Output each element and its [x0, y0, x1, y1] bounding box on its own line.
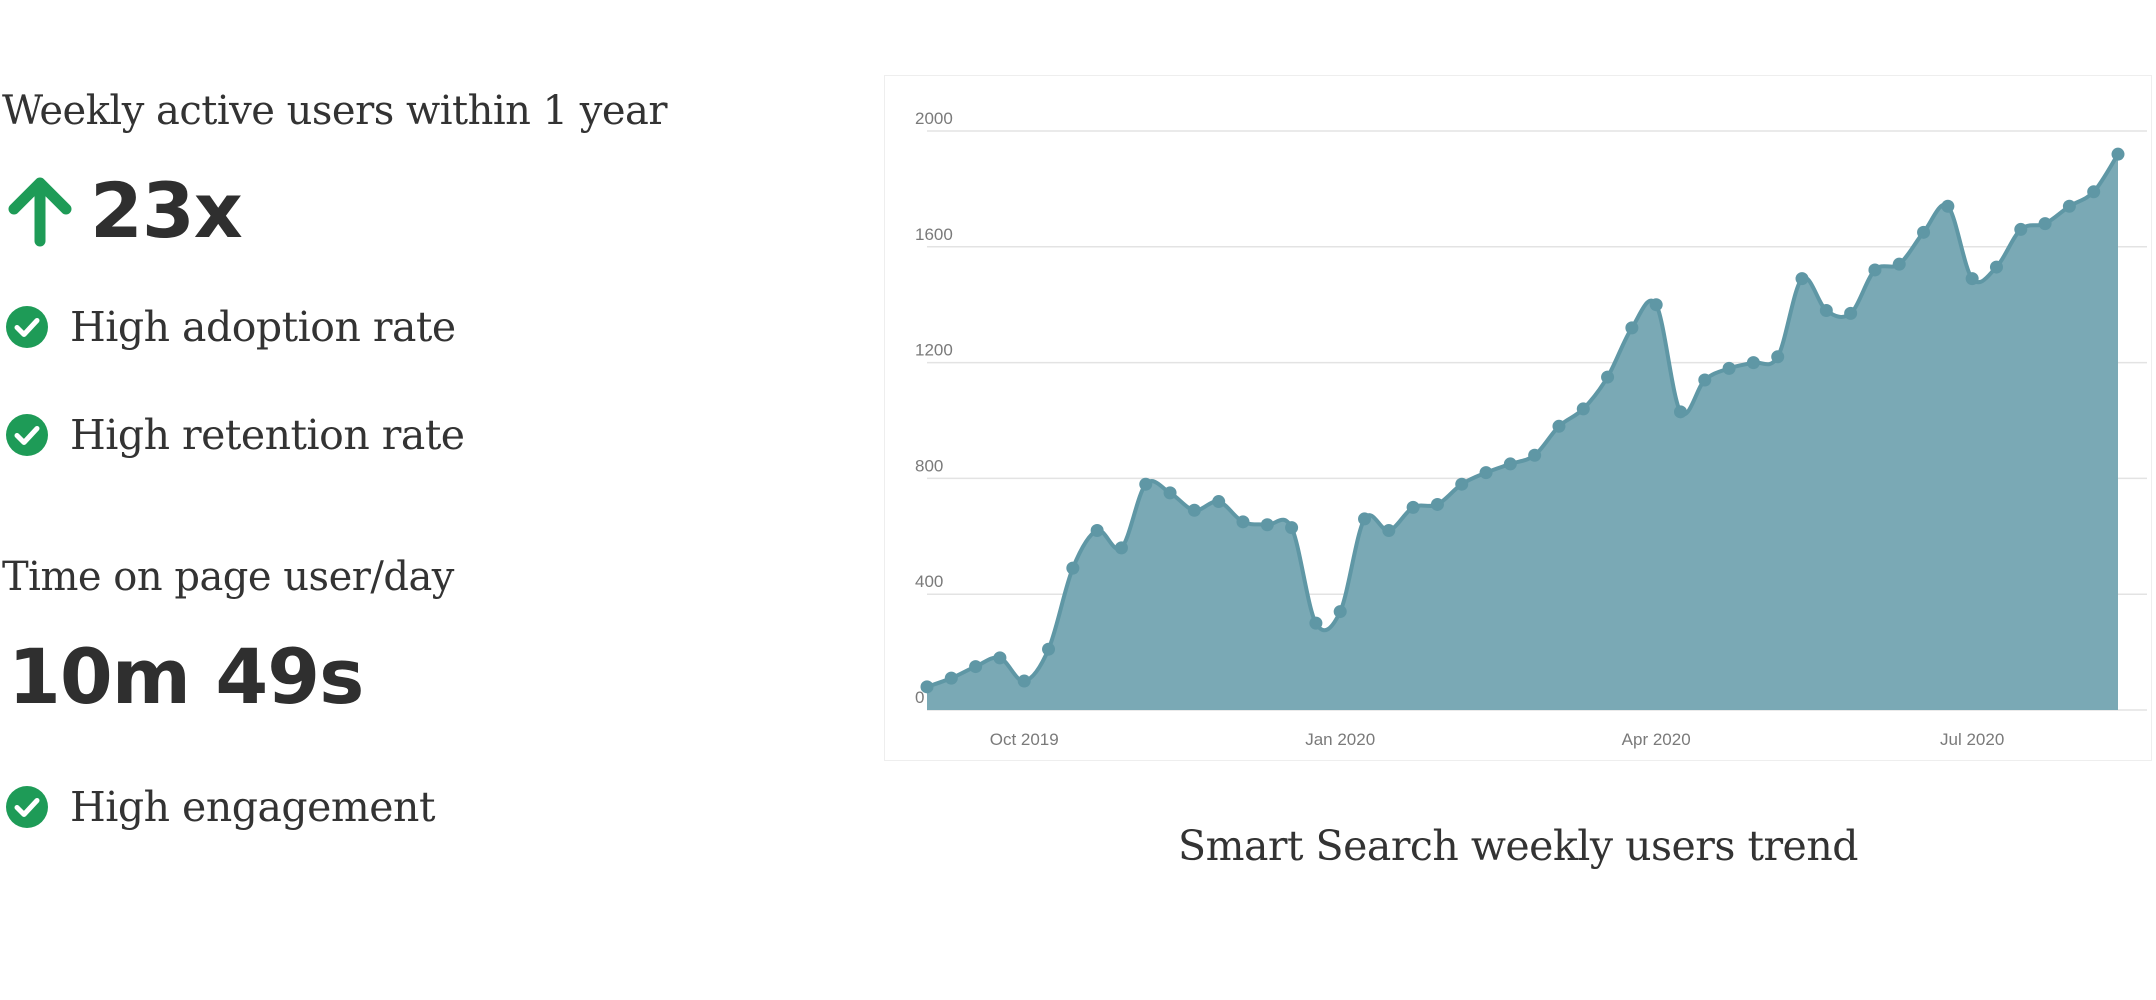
data-point: [2062, 199, 2076, 213]
data-point: [2014, 222, 2028, 236]
data-point: [1649, 298, 1663, 312]
data-point: [2087, 185, 2101, 199]
data-point: [1114, 541, 1128, 555]
point-layer: [920, 147, 2125, 694]
data-point: [1746, 356, 1760, 370]
data-point: [1503, 457, 1517, 471]
data-point: [1430, 497, 1444, 511]
check-circle-icon: [6, 414, 48, 456]
data-point: [1212, 495, 1226, 509]
data-point: [1528, 448, 1542, 462]
time-heading: Time on page user/day: [2, 554, 454, 600]
data-point: [1673, 405, 1687, 419]
data-point: [1139, 477, 1153, 491]
data-point: [1187, 503, 1201, 517]
data-point: [1455, 477, 1469, 491]
data-point: [1406, 500, 1420, 514]
data-point: [1285, 521, 1299, 535]
data-point: [1795, 272, 1809, 286]
data-point: [1163, 486, 1177, 500]
x-tick-layer: Oct 2019 Jan 2020 Apr 2020 Jul 2020: [990, 730, 2005, 749]
data-point: [944, 671, 958, 685]
data-point: [1892, 257, 1906, 271]
y-tick-label: 1600: [915, 225, 953, 244]
check-item: High adoption rate: [6, 302, 456, 352]
data-point: [1819, 303, 1833, 317]
data-point: [1479, 466, 1493, 480]
data-point: [1358, 512, 1372, 526]
data-point: [969, 660, 983, 674]
weekly-users-chart: 0 400 800 1200 1600 2000 Oct 2019 Jan 2020 Apr …: [885, 76, 2151, 760]
check-item: High engagement: [6, 782, 435, 832]
metrics-panel: Weekly active users within 1 year 23x Hi…: [0, 0, 820, 1000]
data-point: [2038, 217, 2052, 231]
arrow-up-icon: [8, 177, 72, 247]
y-tick-label: 0: [915, 688, 924, 707]
data-point: [1066, 561, 1080, 575]
data-point: [1625, 321, 1639, 335]
data-point: [1989, 260, 2003, 274]
data-point: [1236, 515, 1250, 529]
y-tick-label: 1200: [915, 341, 953, 360]
check-circle-icon: [6, 306, 48, 348]
wau-heading: Weekly active users within 1 year: [2, 88, 668, 134]
data-point: [993, 651, 1007, 665]
data-point: [1576, 402, 1590, 416]
time-value: 10m 49s: [8, 632, 364, 721]
chart-svg: 0 400 800 1200 1600 2000 Oct 2019 Jan 2020 Apr …: [915, 109, 2147, 749]
data-point: [1917, 225, 1931, 239]
data-point: [1552, 419, 1566, 433]
data-point: [1090, 524, 1104, 538]
data-point: [1844, 306, 1858, 320]
data-point: [1309, 616, 1323, 630]
y-tick-label: 2000: [915, 109, 953, 128]
series-area: [927, 154, 2118, 710]
x-tick-label: Jan 2020: [1305, 730, 1375, 749]
wau-value: 23x: [90, 166, 243, 255]
data-point: [920, 680, 934, 694]
data-point: [1042, 642, 1056, 656]
chart-caption: Smart Search weekly users trend: [1178, 822, 1858, 870]
data-point: [1017, 674, 1031, 688]
area-layer: [926, 153, 2120, 710]
check-label: High retention rate: [70, 411, 465, 459]
data-point: [1771, 350, 1785, 364]
check-label: High adoption rate: [70, 303, 456, 351]
data-point: [1722, 361, 1736, 375]
check-label: High engagement: [70, 783, 435, 831]
data-point: [1601, 370, 1615, 384]
data-point: [2111, 147, 2125, 161]
check-item: High retention rate: [6, 410, 465, 460]
check-circle-icon: [6, 786, 48, 828]
y-tick-label: 400: [915, 572, 943, 591]
y-tick-label: 800: [915, 456, 943, 475]
data-point: [1698, 373, 1712, 387]
y-tick-layer: 0 400 800 1200 1600 2000: [915, 109, 953, 707]
data-point: [1333, 605, 1347, 619]
data-point: [1941, 199, 1955, 213]
data-point: [1260, 518, 1274, 532]
x-tick-label: Apr 2020: [1622, 730, 1691, 749]
data-point: [1965, 272, 1979, 286]
data-point: [1868, 263, 1882, 277]
x-tick-label: Oct 2019: [990, 730, 1059, 749]
data-point: [1382, 524, 1396, 538]
x-tick-label: Jul 2020: [1940, 730, 2004, 749]
